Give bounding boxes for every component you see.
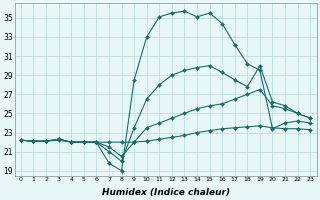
X-axis label: Humidex (Indice chaleur): Humidex (Indice chaleur) [101, 188, 230, 197]
